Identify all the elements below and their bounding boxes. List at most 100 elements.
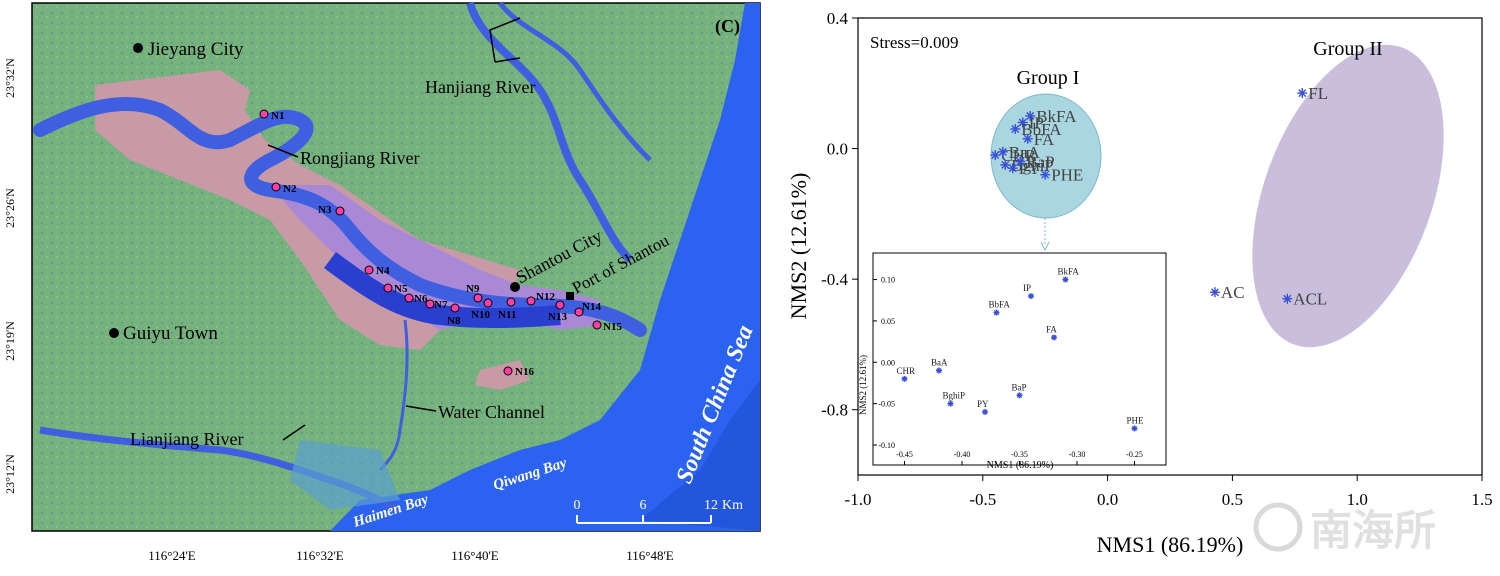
inset-point-label-py: PY	[977, 399, 989, 409]
hanjiang-label: Hanjiang River	[425, 77, 535, 97]
point-label-bap: BaP	[1026, 153, 1054, 172]
hanjiang-river-path	[466, 1, 633, 263]
point-py	[1007, 163, 1018, 174]
nms-chart-panel: Group I Group II Stress=0.009 -1.0 -0.5 0.…	[770, 0, 1500, 571]
x-tick-label: 1.5	[1471, 490, 1492, 509]
site-n1-label: N1	[271, 110, 284, 122]
star-stroke	[1026, 111, 1035, 120]
lat-label-2: 23°26'N	[3, 188, 17, 228]
lat-label-1: 23°32'N	[3, 58, 17, 98]
hanjiang-pointer	[489, 17, 521, 63]
plot-frame	[857, 17, 1483, 476]
lon-label-2: 116°32'E	[296, 548, 344, 563]
panel-label: (C)	[715, 16, 740, 37]
water-channel-label: Water Channel	[438, 402, 545, 422]
y-tick-label: 0.4	[827, 9, 849, 28]
site-n7-marker	[425, 299, 435, 309]
star-stroke	[982, 409, 988, 415]
inset-y-tick-label: 0.00	[881, 358, 895, 367]
lon-label-1: 116°24'E	[148, 548, 196, 563]
point-bkfa	[1025, 110, 1036, 121]
star-stroke	[1210, 288, 1219, 297]
point-bghip	[1000, 159, 1011, 170]
inset-y-tick-label: 0.10	[881, 276, 895, 285]
rongjiang-pointer	[267, 144, 299, 158]
star-stroke	[1028, 293, 1034, 299]
inset-point-bkfa	[1062, 276, 1069, 283]
point-label-chr: CHR	[1001, 146, 1037, 165]
watermark: 南海所	[1253, 502, 1436, 555]
guiyu-label: Guiyu Town	[123, 323, 218, 344]
star-stroke	[1131, 425, 1138, 432]
hanjiang-branch-path	[497, 1, 652, 162]
water-channel-path	[378, 319, 409, 472]
inset-point-label-bkfa: BkFA	[1058, 267, 1080, 277]
star-stroke	[947, 401, 954, 407]
star-stroke	[1018, 118, 1027, 127]
star-stroke	[901, 376, 908, 382]
site-n10-marker	[483, 298, 493, 308]
inset-box	[872, 252, 1167, 466]
y-tick-label: -0.8	[821, 401, 848, 420]
watermark-logo-icon	[1253, 502, 1303, 552]
inset-point-bghip	[947, 400, 954, 407]
lat-label-3: 23°19'N	[3, 321, 17, 361]
x-tick-label: 0.0	[1097, 490, 1118, 509]
inset-y-tick-label: -0.10	[878, 441, 895, 450]
inset-point-label-chr: CHR	[897, 366, 916, 376]
star-stroke	[1298, 89, 1307, 98]
star-stroke	[1001, 160, 1010, 169]
y-tick-label: -0.4	[821, 270, 848, 289]
scale-bar: 0 6 12 Km	[574, 498, 743, 524]
point-bbfa	[1010, 123, 1021, 134]
star-stroke	[1016, 157, 1025, 166]
shantou-marker	[510, 282, 520, 292]
x-tick-label: 1.0	[1347, 490, 1368, 509]
inset-point-fa	[1051, 334, 1057, 341]
inset-point-ip	[1028, 293, 1034, 300]
star-stroke	[1008, 164, 1017, 173]
point-label-ip: IP	[1029, 113, 1044, 132]
guiyu-marker	[109, 328, 119, 338]
group-ii-ellipse	[1252, 44, 1444, 348]
inset-point-label-bbfa: BbFA	[989, 300, 1011, 310]
water-channel-pointer	[405, 405, 437, 412]
point-fa	[1022, 133, 1033, 144]
main-axis-ticks: -1.0 -0.5 0.0 0.5 1.0 1.5 0.4 0.0 -0.4 -0.8	[821, 9, 1493, 509]
jieyang-marker	[133, 43, 143, 53]
pink-region-south	[475, 360, 530, 390]
group-i-label: Group I	[1017, 67, 1080, 89]
site-n7-label: N7	[434, 299, 448, 311]
inset-y-tick-label: 0.05	[881, 317, 895, 326]
site-n15-label: N15	[603, 321, 622, 333]
point-phe	[1040, 169, 1051, 180]
site-n11-marker	[506, 297, 516, 307]
inset-point-label-baa: BaA	[931, 358, 948, 368]
point-label-fl: FL	[1308, 84, 1328, 103]
site-n5-marker	[383, 283, 393, 293]
deep-sea-area	[640, 380, 760, 531]
point-label-fa: FA	[1034, 130, 1055, 149]
site-n8-label: N8	[447, 315, 461, 327]
lianjiang-wetland	[290, 440, 400, 510]
sea-area	[330, 3, 760, 531]
x-tick-label: 0.5	[1222, 490, 1243, 509]
point-ac	[1209, 287, 1220, 298]
point-label-bbfa: BbFA	[1021, 120, 1062, 139]
inset-pointer-arrow	[1040, 241, 1050, 252]
x-tick-label: -0.5	[969, 490, 996, 509]
x-axis-label: NMS1 (86.19%)	[1097, 532, 1244, 557]
inset-point-chr	[901, 375, 908, 382]
inset-point-label-bap: BaP	[1012, 382, 1027, 392]
inset-x-label: NMS1 (86.19%)	[987, 460, 1054, 471]
inset-point-label-ip: IP	[1023, 283, 1031, 293]
inset-y-label: NMS2 (12.61%)	[858, 355, 868, 415]
inset-axis-ticks: -0.45 -0.40 -0.35 -0.30 -0.25 0.10 0.05 0.00 -0.…	[873, 276, 1143, 465]
lianjiang-label: Lianjiang River	[130, 429, 243, 449]
point-label-acl: ACL	[1293, 290, 1327, 309]
site-n16-label: N16	[515, 366, 534, 378]
point-chr	[990, 150, 1001, 161]
point-label-py: PY	[1019, 159, 1041, 178]
site-n13-label: N13	[548, 311, 567, 323]
